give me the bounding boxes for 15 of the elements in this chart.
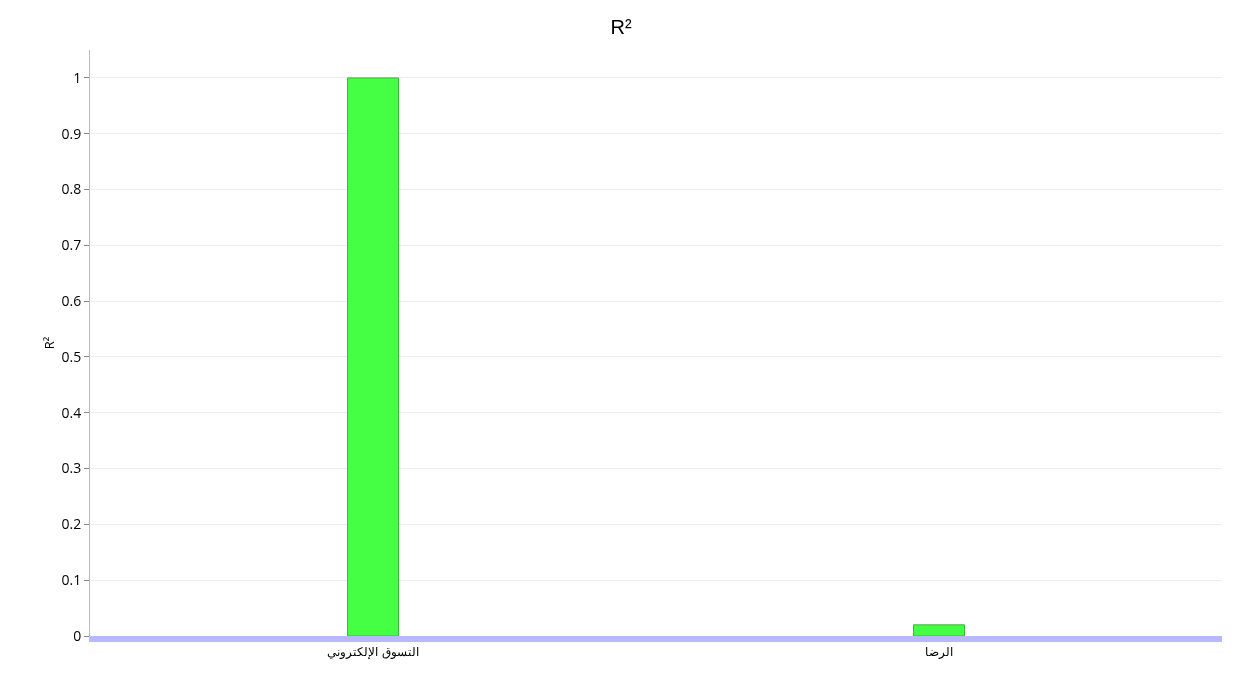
x-tick-label: الرضا [925, 643, 953, 661]
y-tick-label: 0.9 [61, 123, 82, 143]
y-tick-label: 0.7 [61, 235, 82, 255]
y-tick-label: 1 [73, 67, 82, 87]
y-tick-label: 0.4 [61, 402, 82, 422]
y-axis-title: R² [40, 336, 58, 350]
y-tick-label: 0.2 [61, 514, 82, 534]
y-tick-label: 0.1 [61, 570, 82, 590]
x-tick-label: التسوق الإلكتروني [327, 643, 419, 661]
y-tick-label: 0.6 [61, 291, 82, 311]
y-tick-label: 0.3 [61, 458, 82, 478]
y-tick-label: 0.8 [61, 179, 82, 199]
chart-title: R² [610, 16, 632, 39]
y-tick-label: 0.5 [61, 346, 82, 366]
y-tick-label: 0 [73, 625, 82, 645]
